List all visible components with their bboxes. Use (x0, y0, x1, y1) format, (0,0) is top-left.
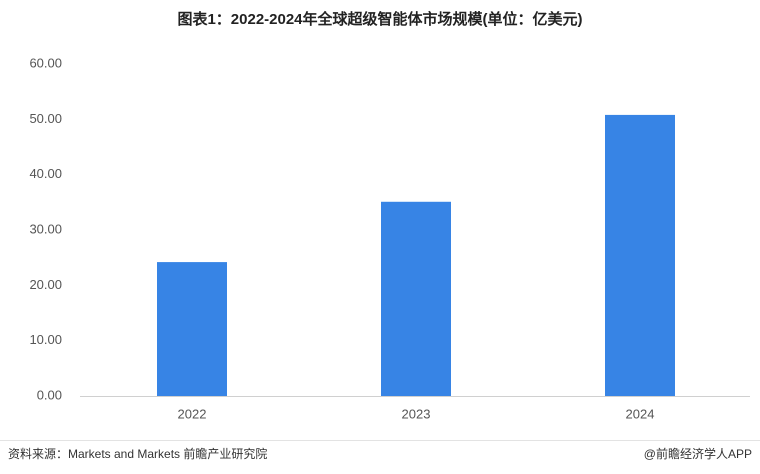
y-tick-label: 10.00 (29, 332, 62, 347)
y-tick-label: 50.00 (29, 111, 62, 126)
y-tick-label: 20.00 (29, 277, 62, 292)
y-tick-label: 30.00 (29, 221, 62, 236)
y-tick-label: 0.00 (37, 387, 62, 402)
x-tick-label: 2022 (178, 406, 207, 421)
bar (157, 262, 227, 396)
x-tick-label: 2024 (626, 406, 655, 421)
chart-title: 图表1：2022-2024年全球超级智能体市场规模(单位：亿美元) (177, 10, 582, 28)
credit: @前瞻经济学人APP (644, 446, 752, 461)
source: 资料来源：Markets and Markets 前瞻产业研究院 (8, 446, 267, 461)
y-tick-label: 60.00 (29, 55, 62, 70)
bar (605, 114, 675, 396)
x-tick-label: 2023 (402, 406, 431, 421)
bar (381, 201, 451, 396)
y-tick-label: 40.00 (29, 166, 62, 181)
